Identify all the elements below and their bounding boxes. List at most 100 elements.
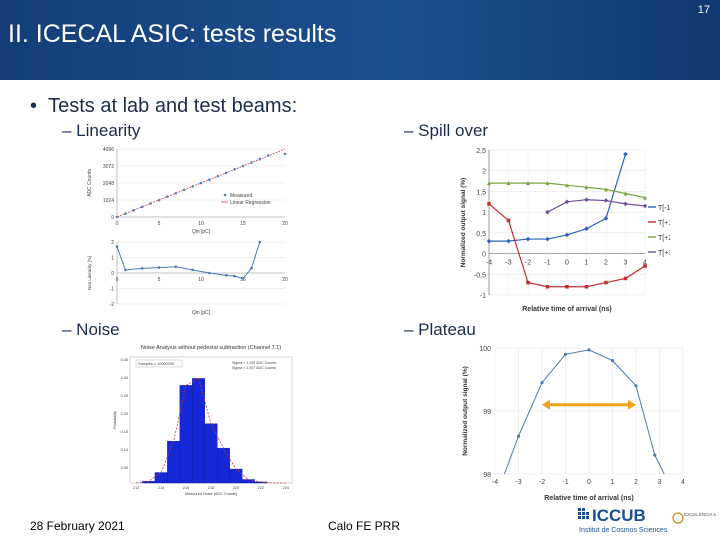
data-point [563, 352, 568, 356]
noise-histogram: Noise Analysis without pedestal subtract… [112, 343, 297, 498]
data-point [250, 161, 253, 164]
window-arrow-right-head [628, 399, 636, 410]
footer-date: 28 February 2021 [30, 519, 125, 533]
y-tick-label: -2 [110, 302, 115, 308]
y-axis-label: Normalized output signal (%) [460, 178, 467, 268]
x-tick-label: 5 [158, 221, 161, 227]
y-tick-label: 0,5 [476, 231, 486, 238]
nonlinearity-chart: 210-1-205101520Non Linearity [%]Qin [pC] [85, 238, 290, 316]
y-tick-label: 0.30 [121, 376, 128, 380]
data-point [604, 187, 608, 192]
y-tick-label: -1 [480, 293, 486, 300]
x-tick-label: 4 [681, 479, 685, 486]
legend-marker-measured [223, 193, 227, 197]
nonlinearity-line [116, 241, 261, 279]
data-point [258, 240, 262, 244]
data-point [584, 197, 589, 203]
x-tick-label: 20 [282, 221, 288, 227]
data-point [132, 208, 136, 212]
data-point [565, 284, 569, 289]
y-tick-label: 2 [482, 169, 486, 176]
x-tick-label: -3 [515, 479, 521, 486]
y-tick-label: -0,5 [474, 272, 486, 279]
data-point [643, 195, 647, 200]
data-point [241, 277, 245, 280]
data-point [486, 238, 492, 244]
x-tick-label: 20 [282, 277, 288, 283]
histogram-bar [179, 385, 193, 484]
x-tick-label: 222 [258, 486, 264, 490]
data-point [208, 178, 211, 181]
data-point [233, 168, 236, 171]
data-point [584, 284, 589, 289]
y-tick-label: 0 [111, 271, 114, 277]
legend-sigma-1: Sigma = 1.269 ADC Counts [232, 361, 276, 365]
y-tick-label: 98 [483, 472, 491, 479]
data-point [516, 434, 521, 438]
y-axis-label: Probability [113, 411, 117, 429]
slide-title: II. ICECAL ASIC: tests results [8, 20, 337, 48]
y-tick-label: 2048 [103, 181, 114, 187]
data-point [623, 151, 628, 157]
x-tick-label: 2 [604, 260, 608, 267]
x-tick-label: 3 [624, 260, 628, 267]
data-point [604, 280, 608, 285]
histogram-bar [241, 479, 255, 484]
svg-text:EXCELENCIA MARIA DE MAEZTU: EXCELENCIA MARIA DE MAEZTU [684, 512, 716, 517]
data-point [525, 236, 531, 242]
x-tick-label: 218 [208, 486, 214, 490]
data-point [643, 264, 647, 268]
x-tick-label: -2 [539, 479, 545, 486]
data-point [565, 183, 569, 188]
x-tick-label: 216 [183, 486, 189, 490]
data-point [487, 202, 491, 206]
x-axis-label: Qin [pC] [192, 229, 211, 235]
page-number: 17 [697, 4, 710, 16]
x-tick-label: 15 [240, 277, 246, 283]
legend-box [135, 359, 183, 368]
histogram-bar [229, 468, 243, 484]
chart-title: Noise Analysis without pedestal subtract… [141, 345, 281, 351]
fit-curve [136, 377, 286, 484]
logo-name: ICCUB [592, 506, 646, 525]
data-point [199, 181, 203, 185]
legend-label: T[+2] % [658, 235, 670, 242]
x-tick-label: -3 [505, 260, 511, 267]
y-tick-label: 0.15 [121, 430, 128, 434]
data-point [545, 181, 550, 186]
data-point [653, 453, 657, 457]
y-tick-label: 0 [482, 252, 486, 259]
x-tick-label: 10 [198, 221, 204, 227]
data-point [250, 267, 253, 270]
data-point [266, 154, 270, 157]
y-tick-label: 0.25 [121, 394, 128, 398]
x-tick-label: -2 [525, 260, 531, 267]
data-point [191, 268, 194, 272]
bullet-main: • Tests at lab and test beams: [30, 95, 298, 117]
x-tick-label: 4 [643, 260, 647, 267]
y-axis-label: Normalized output signal (%) [462, 366, 469, 456]
title-bar: II. ICECAL ASIC: tests results 17 [0, 0, 720, 80]
data-point [233, 274, 236, 278]
data-point [610, 359, 615, 363]
sub-noise: – Noise [62, 320, 120, 339]
y-tick-label: 0.35 [121, 358, 128, 362]
x-tick-label: -1 [544, 260, 550, 267]
data-point [526, 280, 530, 285]
series-line [547, 199, 646, 213]
y-tick-label: 3072 [103, 164, 114, 170]
x-tick-label: 212 [133, 486, 139, 490]
histogram-bar [217, 447, 230, 484]
series-line [489, 153, 627, 242]
svg-text:Institut de Cosmos Sciences: Institut de Cosmos Sciences [579, 527, 668, 534]
x-tick-label: 1 [585, 260, 589, 267]
y-tick-label: -1 [110, 287, 115, 293]
y-tick-label: 1024 [103, 198, 114, 204]
legend-measured: Measured [230, 193, 252, 199]
x-axis-label: Relative time of arrival (ns) [544, 495, 633, 502]
x-tick-label: 15 [240, 221, 246, 227]
data-point [166, 195, 169, 198]
data-point [634, 384, 638, 388]
x-tick-label: 214 [158, 486, 164, 490]
